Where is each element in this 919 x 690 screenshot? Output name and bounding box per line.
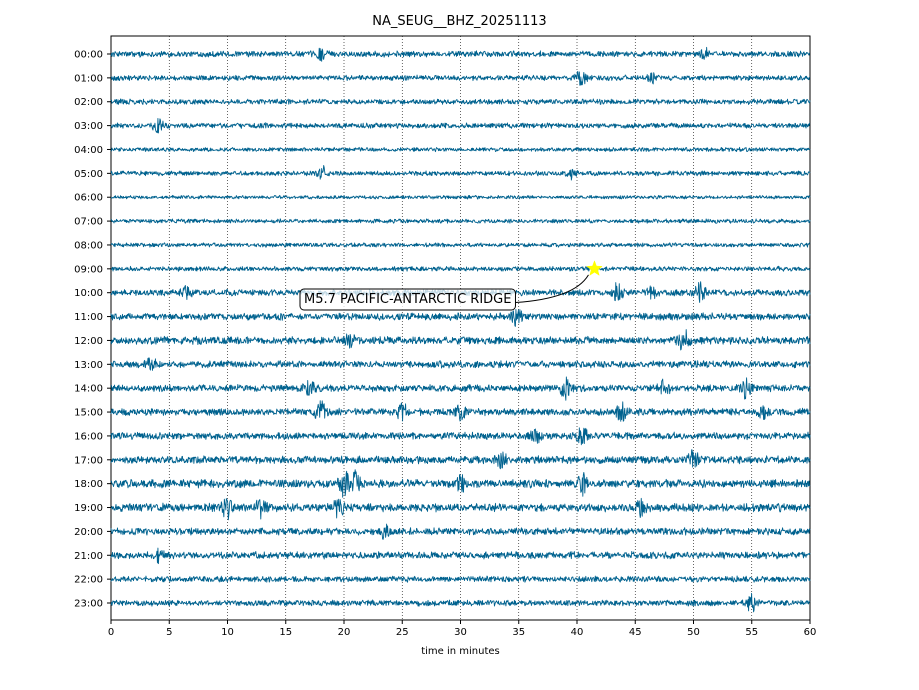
trace-0100 (110, 71, 811, 86)
trace-0900 (110, 265, 811, 272)
trace-1400 (110, 376, 811, 401)
y-tick-label: 01:00 (74, 73, 103, 84)
trace-1500 (110, 400, 811, 422)
x-tick-label: 40 (571, 627, 584, 638)
y-tick-label: 12:00 (74, 336, 103, 347)
y-tick-label: 05:00 (74, 169, 103, 180)
y-tick-label: 04:00 (74, 145, 103, 156)
x-tick-label: 0 (108, 627, 114, 638)
y-tick-label: 02:00 (74, 97, 103, 108)
trace-0500 (110, 165, 811, 181)
trace-0600 (110, 194, 811, 200)
trace-1900 (110, 497, 811, 521)
event-annotation: M5.7 PACIFIC-ANTARCTIC RIDGE (299, 260, 603, 311)
trace-0200 (110, 98, 811, 105)
y-tick-label: 07:00 (74, 217, 103, 228)
y-tick-label: 17:00 (74, 455, 103, 466)
x-tick-label: 20 (338, 627, 351, 638)
x-axis-minute-ticks: 0 5 10 15 20 25 30 35 40 45 50 55 60 (108, 620, 817, 638)
trace-2000 (110, 523, 811, 540)
trace-1300 (110, 357, 811, 371)
seismic-traces (110, 46, 811, 613)
x-tick-label: 45 (629, 627, 642, 638)
trace-0300 (110, 118, 811, 134)
event-star-marker (586, 260, 603, 276)
y-tick-label: 23:00 (74, 599, 103, 610)
y-axis-hour-ticks: 00:00 01:00 02:00 03:00 04:00 05:00 06:00 07:00… (74, 50, 111, 610)
trace-1800 (110, 469, 811, 498)
trace-1200 (110, 329, 811, 351)
chart-title: NA_SEUG__BHZ_20251113 (372, 14, 546, 29)
y-tick-label: 15:00 (74, 408, 103, 419)
y-tick-label: 22:00 (74, 575, 103, 586)
trace-0800 (110, 242, 811, 248)
trace-1600 (110, 427, 811, 446)
grid-lines (168, 36, 753, 620)
y-tick-label: 03:00 (74, 121, 103, 132)
x-tick-label: 5 (166, 627, 172, 638)
trace-0400 (110, 146, 811, 153)
trace-2200 (110, 575, 811, 583)
x-tick-label: 35 (512, 627, 525, 638)
y-tick-label: 08:00 (74, 240, 103, 251)
x-tick-label: 50 (687, 627, 700, 638)
y-tick-label: 20:00 (74, 527, 103, 538)
y-tick-label: 11:00 (74, 312, 103, 323)
y-tick-label: 00:00 (74, 50, 103, 61)
trace-2300 (110, 592, 811, 613)
annotation-connector (515, 274, 589, 303)
y-tick-label: 16:00 (74, 431, 103, 442)
trace-0000 (110, 46, 811, 62)
x-tick-label: 30 (454, 627, 467, 638)
y-tick-label: 09:00 (74, 264, 103, 275)
y-tick-label: 06:00 (74, 193, 103, 204)
y-tick-label: 21:00 (74, 551, 103, 562)
x-tick-label: 60 (804, 627, 817, 638)
x-tick-label: 55 (745, 627, 758, 638)
y-tick-label: 13:00 (74, 360, 103, 371)
y-tick-label: 18:00 (74, 479, 103, 490)
annotation-box (299, 288, 516, 311)
y-tick-label: 14:00 (74, 384, 103, 395)
trace-0700 (110, 218, 811, 224)
y-tick-label: 10:00 (74, 288, 103, 299)
x-tick-label: 10 (221, 627, 234, 638)
x-axis-label: time in minutes (421, 646, 500, 657)
annotation-label: M5.7 PACIFIC-ANTARCTIC RIDGE (304, 292, 511, 307)
y-tick-label: 19:00 (74, 503, 103, 514)
x-tick-label: 15 (279, 627, 292, 638)
x-tick-label: 25 (396, 627, 409, 638)
trace-2100 (110, 547, 811, 565)
trace-1700 (110, 449, 811, 470)
trace-1100 (110, 309, 811, 327)
